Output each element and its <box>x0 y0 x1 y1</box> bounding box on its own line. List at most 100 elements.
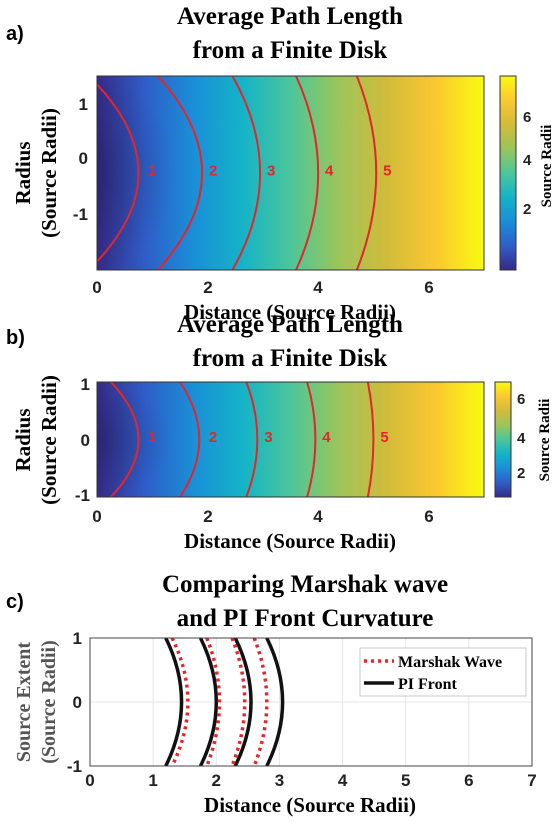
x-tick-label: 4 <box>313 278 323 297</box>
chart-title-line-1: Average Path Length <box>177 311 403 338</box>
y-axis: 1 0 -1 Source Extent (Source Radii) <box>13 629 82 776</box>
contour-line <box>110 382 140 497</box>
colorbar-tick-label: 6 <box>517 391 525 408</box>
legend-label: PI Front <box>398 676 457 693</box>
x-tick-label: 2 <box>203 278 212 297</box>
x-axis-label: Distance (Source Radii) <box>184 529 396 553</box>
contour-label: 5 <box>380 429 388 446</box>
contour-line <box>179 382 201 497</box>
y-tick-label: 1 <box>79 95 88 114</box>
colorbar-tick-label: 4 <box>523 152 532 169</box>
x-tick-label: 6 <box>424 507 433 526</box>
x-axis-label: Distance (Source Radii) <box>184 300 396 324</box>
contour-line <box>231 76 261 270</box>
pi-front-curve <box>164 638 184 766</box>
x-tick-label: 0 <box>92 507 101 526</box>
contour-labels: 1 2 3 4 5 <box>148 429 389 446</box>
y-tick-label: 0 <box>81 431 90 450</box>
contour-line <box>306 382 317 497</box>
y-axis-label-line-1: Source Extent <box>13 642 35 763</box>
colorbar-tick-label: 6 <box>523 109 531 126</box>
y-axis: 1 0 -1 Radius (Source Radii) <box>11 95 88 238</box>
y-tick-label: -1 <box>73 205 88 224</box>
y-axis: 1 0 -1 Radius (Source Radii) <box>11 375 90 505</box>
y-tick-label: -1 <box>67 757 82 776</box>
x-axis: 0 2 4 6 Distance (Source Radii) <box>92 278 433 324</box>
y-tick-label: -1 <box>75 486 90 505</box>
x-tick-label: 7 <box>527 771 536 790</box>
colorbar-gradient <box>494 381 512 498</box>
legend-box <box>359 647 527 697</box>
panel-c: c) Comparing Marshak wave and PI Front C… <box>6 571 537 817</box>
panel-a: a) Average Path Length from a Finite Dis… <box>6 3 552 324</box>
contour-lines <box>97 76 378 270</box>
y-axis-label-line-2: (Source Radii) <box>37 108 61 238</box>
panel-b: b) Average Path Length from a Finite Dis… <box>6 311 552 553</box>
contour-labels: 1 2 3 4 5 <box>148 163 391 180</box>
colorbar-tick-label: 4 <box>517 430 526 447</box>
panel-label-b: b) <box>6 327 25 349</box>
x-axis-label: Distance (Source Radii) <box>204 793 416 817</box>
heatmap-area: 1 2 3 4 5 <box>96 75 485 271</box>
contour-label: 3 <box>264 429 272 446</box>
chart-title-line-2: from a Finite Disk <box>193 37 388 64</box>
x-axis: Distance (Source Radii) 0 1 2 3 4 5 6 7 <box>85 771 536 817</box>
legend: Marshak Wave PI Front <box>359 647 527 697</box>
plot-frame <box>89 637 533 767</box>
contour-line <box>295 76 320 270</box>
colorbar-gradient <box>499 75 517 271</box>
colorbar: 6 4 2 Source Radii <box>494 381 552 498</box>
contour-lines <box>110 382 375 497</box>
chart-title-line-2: from a Finite Disk <box>193 345 388 372</box>
colorbar: 6 4 2 Source Radii <box>499 75 552 271</box>
chart-title-line-1: Comparing Marshak wave <box>162 571 448 598</box>
contour-line <box>157 76 204 270</box>
contour-label: 1 <box>148 163 156 180</box>
contour-line <box>245 382 259 497</box>
x-tick-label: 1 <box>148 771 157 790</box>
contour-line <box>366 382 375 497</box>
chart-title-line-2: and PI Front Curvature <box>177 605 434 632</box>
y-axis-label-line-1: Radius <box>11 141 35 204</box>
contour-label: 1 <box>148 429 156 446</box>
y-axis-label-line-2: (Source Radii) <box>38 640 60 764</box>
contour-label: 2 <box>209 429 217 446</box>
contour-label: 5 <box>383 163 391 180</box>
plot-frame <box>96 75 485 271</box>
y-axis-label-line-2: (Source Radii) <box>37 375 61 505</box>
heatmap-shade <box>97 76 257 270</box>
y-tick-label: 1 <box>73 629 82 648</box>
marshak-wave-curve <box>170 638 190 766</box>
front-curves <box>164 638 285 766</box>
chart-title-line-1: Average Path Length <box>177 3 403 30</box>
contour-label: 4 <box>325 163 334 180</box>
x-tick-label: 4 <box>313 507 323 526</box>
legend-label: Marshak Wave <box>398 654 502 671</box>
x-tick-label: 2 <box>212 771 221 790</box>
y-tick-label: 1 <box>81 375 90 394</box>
x-tick-label: 2 <box>203 507 212 526</box>
marshak-wave-curve <box>205 638 222 766</box>
x-tick-label: 6 <box>424 278 433 297</box>
panel-label-a: a) <box>6 23 24 45</box>
y-tick-label: 0 <box>79 149 88 168</box>
contour-label: 4 <box>322 429 331 446</box>
colorbar-label: Source Radii <box>537 399 552 482</box>
plot-frame <box>96 381 485 498</box>
colorbar-tick-label: 2 <box>523 201 531 218</box>
contour-label: 3 <box>267 163 275 180</box>
x-tick-label: 0 <box>92 278 101 297</box>
panel-label-c: c) <box>6 591 24 613</box>
x-axis: 0 2 4 6 Distance (Source Radii) <box>92 507 433 553</box>
pi-front-curve <box>198 638 219 766</box>
x-tick-label: 3 <box>275 771 284 790</box>
contour-line <box>97 83 140 263</box>
pi-front-curve <box>265 638 285 766</box>
marshak-wave-curve <box>230 638 247 766</box>
y-axis-label-line-1: Radius <box>11 408 35 471</box>
heatmap-area: 1 2 3 4 5 <box>96 381 485 498</box>
heatmap-shade <box>97 382 247 497</box>
marshak-wave-curve <box>252 638 269 766</box>
y-tick-label: 0 <box>73 693 82 712</box>
